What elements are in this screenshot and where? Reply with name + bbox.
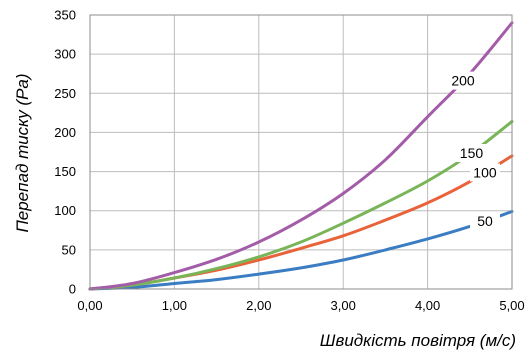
series-label-background	[469, 212, 500, 231]
y-axis-ticks: 0 50 100 150 200 250 300 350	[54, 8, 76, 297]
x-tick-label: 1,00	[162, 298, 187, 313]
x-tick-label: 4,00	[415, 298, 440, 313]
series-line-200	[88, 21, 514, 291]
y-tick-label: 300	[54, 47, 76, 62]
series-label-background	[448, 71, 479, 90]
x-tick-label: 0,00	[77, 298, 102, 313]
series-label-150: 150	[460, 145, 484, 161]
series-label-background	[456, 144, 487, 163]
y-tick-label: 50	[62, 242, 76, 257]
series-lines	[88, 21, 514, 291]
y-tick-label: 150	[54, 164, 76, 179]
x-axis-title: Швидкість повітря (м/с)	[320, 331, 516, 350]
y-tick-label: 200	[54, 125, 76, 140]
series-label-background	[469, 163, 500, 182]
y-tick-label: 0	[69, 282, 76, 297]
series-line-50	[88, 210, 514, 291]
y-tick-label: 350	[54, 8, 76, 23]
x-tick-label: 2,00	[246, 298, 271, 313]
y-tick-label: 100	[54, 203, 76, 218]
series-line-150	[88, 120, 514, 291]
y-tick-label: 250	[54, 86, 76, 101]
x-axis-ticks: 0,00 1,00 2,00 3,00 4,00 5,00	[77, 298, 524, 313]
series-label-50: 50	[477, 213, 493, 229]
y-axis-title: Перепад тиску (Pa)	[13, 73, 32, 232]
x-tick-label: 5,00	[499, 298, 524, 313]
x-tick-label: 3,00	[331, 298, 356, 313]
series-label-100: 100	[473, 164, 497, 180]
series-label-200: 200	[451, 73, 475, 89]
series-labels: 50 100 150 200	[448, 71, 500, 231]
plot-frame	[89, 14, 513, 290]
